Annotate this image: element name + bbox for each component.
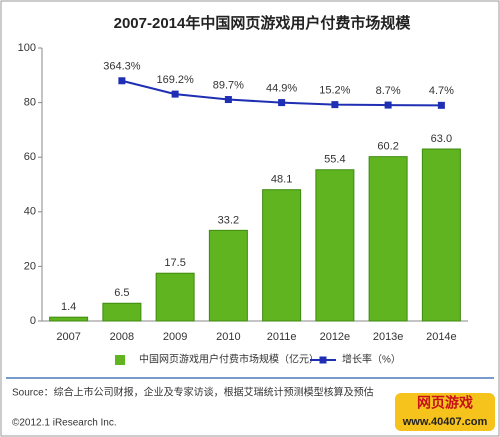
- watermark-title: 网页游戏: [417, 395, 473, 411]
- bar: [102, 302, 142, 322]
- bar: [368, 156, 408, 322]
- y-tick-label: 40: [24, 206, 36, 218]
- copyright: ©2012.1 iResearch Inc.: [12, 418, 117, 429]
- legend-label: 增长率（%）: [342, 353, 401, 366]
- bar: [49, 316, 89, 322]
- line-marker: [171, 90, 179, 98]
- data-label: 17.5: [164, 257, 185, 269]
- data-label: 44.9%: [266, 82, 297, 94]
- legend-swatch: [319, 356, 327, 364]
- watermark-url: www.40407.com: [402, 416, 488, 428]
- x-tick-label: 2011e: [267, 331, 297, 343]
- data-label: 60.2: [377, 141, 398, 153]
- data-label: 33.2: [218, 214, 239, 226]
- y-tick-label: 100: [18, 42, 36, 54]
- data-label: 1.4: [61, 301, 76, 313]
- legend-swatch: [115, 355, 125, 365]
- source: Source：综合上市公司财报，企业及专家访谈，根据艾瑞统计预测模型核算及预估: [12, 386, 374, 399]
- bar: [208, 229, 248, 322]
- data-label: 6.5: [114, 287, 129, 299]
- data-label: 89.7%: [213, 79, 244, 91]
- y-tick-label: 0: [30, 315, 36, 327]
- line-marker: [437, 101, 445, 109]
- y-tick-label: 60: [24, 151, 36, 163]
- y-tick-label: 20: [24, 260, 36, 272]
- bar: [421, 148, 461, 322]
- data-label: 55.4: [324, 154, 345, 166]
- x-tick-label: 2012e: [320, 331, 351, 343]
- data-label: 15.2%: [319, 85, 350, 97]
- x-tick-label: 2010: [216, 331, 240, 343]
- data-label: 169.2%: [156, 74, 194, 86]
- x-tick-label: 2008: [110, 331, 134, 343]
- bar: [262, 189, 302, 322]
- line-marker: [278, 99, 286, 107]
- x-tick-label: 2009: [163, 331, 187, 343]
- x-tick-label: 2014e: [426, 331, 457, 343]
- line-marker: [384, 101, 392, 109]
- legend-label: 中国网页游戏用户付费市场规模（亿元）: [139, 353, 319, 366]
- data-label: 4.7%: [429, 85, 454, 97]
- line-marker: [118, 77, 126, 85]
- x-tick-label: 2013e: [373, 331, 404, 343]
- x-tick-label: 2007: [56, 331, 80, 343]
- y-tick-label: 80: [24, 97, 36, 109]
- data-label: 63.0: [431, 133, 452, 145]
- line-marker: [224, 96, 232, 104]
- chart-title: 2007-2014年中国网页游戏用户付费市场规模: [114, 14, 412, 32]
- data-label: 8.7%: [376, 85, 401, 97]
- bar: [155, 272, 195, 322]
- data-label: 364.3%: [103, 61, 141, 73]
- watermark-bg: [395, 393, 495, 431]
- line-marker: [331, 101, 339, 109]
- bar: [315, 169, 355, 322]
- data-label: 48.1: [271, 174, 292, 186]
